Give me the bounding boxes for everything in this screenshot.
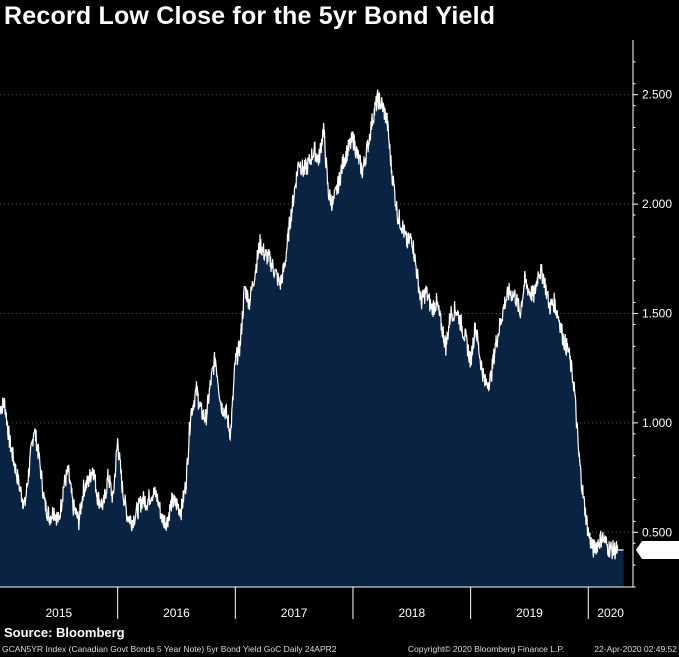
y-tick-label: 1.500: [642, 307, 672, 321]
x-tick-label: 2020: [597, 606, 624, 620]
last-value-badge: [636, 541, 679, 560]
last-value-marker: 0.419: [636, 541, 679, 560]
footer: GCAN5YR Index (Canadian Govt Bonds 5 Yea…: [2, 644, 677, 654]
last-value-label: 0.419: [645, 543, 675, 557]
y-tick-label: 0.500: [642, 525, 672, 539]
footer-timestamp: 22-Apr-2020 02:49:52: [594, 644, 677, 654]
y-tick-label: 1.000: [642, 416, 672, 430]
x-tick-label: 2015: [45, 606, 72, 620]
x-axis-ticks: 2015 2016 2017 2018 2019 2020: [45, 587, 624, 620]
y-tick-label: 2.000: [642, 197, 672, 211]
x-tick-label: 2017: [281, 606, 308, 620]
footer-series-description: GCAN5YR Index (Canadian Govt Bonds 5 Yea…: [2, 644, 337, 654]
yield-area: [0, 89, 624, 587]
x-tick-label: 2016: [163, 606, 190, 620]
y-tick-label: 2.500: [642, 88, 672, 102]
x-tick-label: 2019: [516, 606, 543, 620]
yield-series-line: [0, 89, 624, 560]
x-tick-label: 2018: [398, 606, 425, 620]
source-label: Source: Bloomberg: [4, 625, 125, 640]
chart-title: Record Low Close for the 5yr Bond Yield: [4, 2, 496, 30]
y-axis-ticks: 0.500 1.000 1.500 2.000 2.500: [633, 61, 672, 588]
footer-copyright: Copyright© 2020 Bloomberg Finance L.P.: [407, 644, 565, 654]
